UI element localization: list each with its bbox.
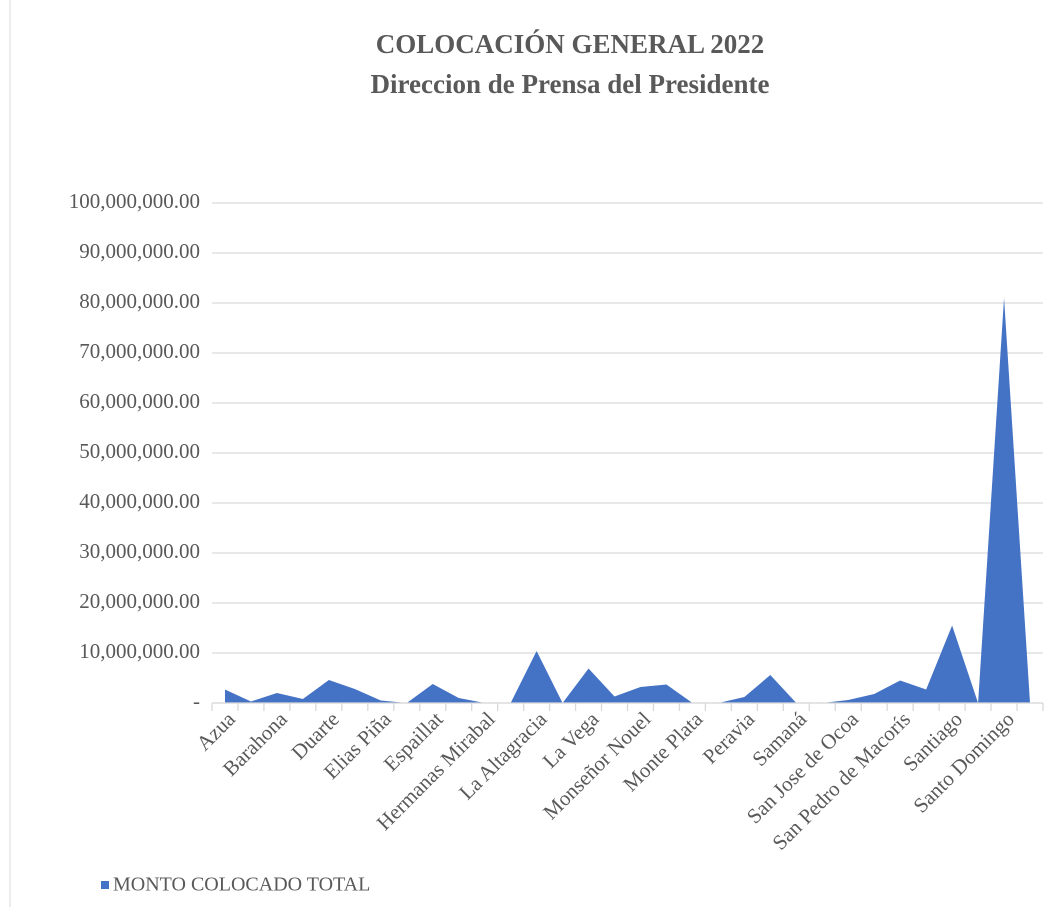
area [224,298,1031,703]
y-tick-label: 30,000,000.00 [79,539,200,563]
y-tick-label: 90,000,000.00 [79,239,200,263]
y-tick-label: - [193,689,200,713]
y-tick-label: 40,000,000.00 [79,489,200,513]
legend-marker [101,881,109,889]
x-tick-label: Peravia [698,706,760,768]
chart-subtitle: Direccion de Prensa del Presidente [371,69,770,99]
chart-title: COLOCACIÓN GENERAL 2022 [376,29,765,59]
y-tick-label: 20,000,000.00 [79,589,200,613]
y-tick-label: 50,000,000.00 [79,439,200,463]
y-tick-label: 100,000,000.00 [69,189,200,213]
y-tick-label: 60,000,000.00 [79,389,200,413]
legend-label: MONTO COLOCADO TOTAL [113,874,370,896]
y-tick-label: 70,000,000.00 [79,339,200,363]
y-tick-label: 80,000,000.00 [79,289,200,313]
y-tick-label: 10,000,000.00 [79,639,200,663]
